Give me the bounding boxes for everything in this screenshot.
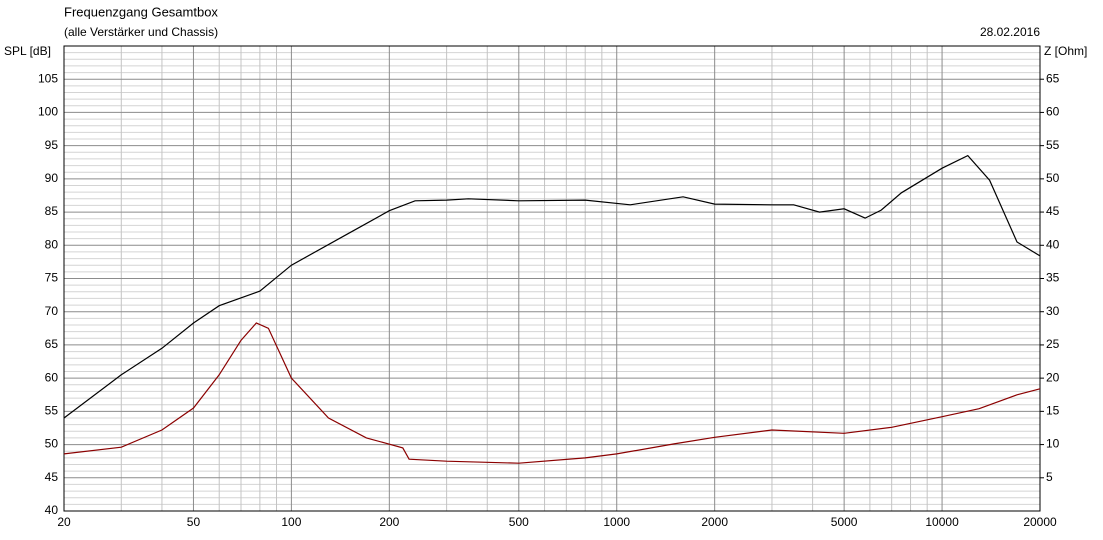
chart-subtitle: (alle Verstärker und Chassis) <box>64 25 218 39</box>
y-tick-label: 65 <box>45 337 59 351</box>
x-tick-label: 2000 <box>701 515 728 529</box>
y2-axis-label: Z [Ohm] <box>1044 44 1087 58</box>
chart-date: 28.02.2016 <box>980 25 1040 39</box>
x-tick-label: 20000 <box>1023 515 1057 529</box>
y-tick-label: 40 <box>45 503 59 517</box>
y-tick-label: 80 <box>45 237 59 251</box>
x-tick-label: 5000 <box>831 515 858 529</box>
y-tick-label: 70 <box>45 304 59 318</box>
y-tick-label: 50 <box>45 437 59 451</box>
y2-tick-label: 25 <box>1046 337 1060 351</box>
y-tick-label: 100 <box>38 105 58 119</box>
x-tick-label: 500 <box>509 515 529 529</box>
data-line <box>63 154 1041 419</box>
y2-tick-label: 35 <box>1046 271 1060 285</box>
y2-tick-label: 40 <box>1046 237 1060 251</box>
y2-tick-label: 65 <box>1046 71 1060 85</box>
x-tick-label: 1000 <box>603 515 630 529</box>
y-tick-label: 45 <box>45 470 59 484</box>
y2-tick-label: 45 <box>1046 204 1060 218</box>
y-tick-label: 60 <box>45 370 59 384</box>
x-tick-label: 100 <box>281 515 301 529</box>
y2-tick-label: 10 <box>1046 437 1060 451</box>
y2-tick-label: 55 <box>1046 138 1060 152</box>
y-tick-label: 90 <box>45 171 59 185</box>
x-tick-label: 20 <box>57 515 71 529</box>
y-tick-label: 105 <box>38 71 58 85</box>
y2-tick-label: 60 <box>1046 105 1060 119</box>
y2-tick-label: 5 <box>1046 470 1053 484</box>
x-tick-label: 200 <box>379 515 399 529</box>
data-line <box>63 322 1041 464</box>
y2-tick-label: 30 <box>1046 304 1060 318</box>
y-tick-label: 95 <box>45 138 59 152</box>
y-tick-label: 55 <box>45 404 59 418</box>
plot-frame <box>63 45 1041 512</box>
y-tick-label: 85 <box>45 204 59 218</box>
y-tick-label: 75 <box>45 271 59 285</box>
y2-tick-label: 20 <box>1046 370 1060 384</box>
x-tick-label: 10000 <box>925 515 959 529</box>
y2-tick-label: 15 <box>1046 404 1060 418</box>
y-axis-label: SPL [dB] <box>4 44 51 58</box>
x-tick-label: 50 <box>187 515 201 529</box>
chart-title: Frequenzgang Gesamtbox <box>64 4 218 19</box>
y2-tick-label: 50 <box>1046 171 1060 185</box>
